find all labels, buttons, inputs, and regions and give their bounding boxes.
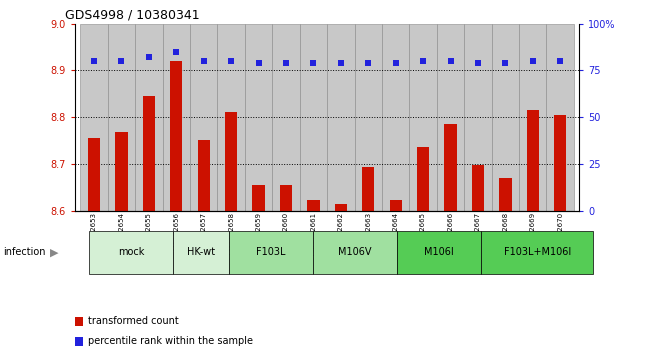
Bar <box>472 165 484 211</box>
Text: M106V: M106V <box>339 247 372 257</box>
Bar <box>272 24 299 211</box>
Point <box>418 58 428 64</box>
Bar <box>546 24 574 211</box>
Bar <box>492 24 519 211</box>
Bar <box>143 96 155 211</box>
Bar <box>307 200 320 211</box>
Point <box>281 60 291 66</box>
Point <box>117 58 127 64</box>
Text: F103L+M106I: F103L+M106I <box>504 247 571 257</box>
Bar <box>464 24 492 211</box>
Bar <box>197 139 210 211</box>
Text: HK-wt: HK-wt <box>187 247 215 257</box>
Text: mock: mock <box>118 247 144 257</box>
Bar <box>409 24 437 211</box>
Point <box>445 58 456 64</box>
Point <box>89 58 99 64</box>
Bar <box>217 24 245 211</box>
Point <box>363 60 374 66</box>
Point <box>253 60 264 66</box>
Bar <box>280 185 292 211</box>
Bar <box>170 61 182 211</box>
Bar <box>335 204 347 211</box>
Bar <box>245 24 272 211</box>
Point <box>473 60 483 66</box>
Point <box>527 58 538 64</box>
Text: F103L: F103L <box>256 247 286 257</box>
Text: GDS4998 / 10380341: GDS4998 / 10380341 <box>65 8 199 21</box>
Point <box>391 60 401 66</box>
Text: M106I: M106I <box>424 247 454 257</box>
Bar <box>389 200 402 211</box>
Bar <box>88 138 100 211</box>
Bar <box>554 115 566 211</box>
Bar <box>519 24 546 211</box>
Bar <box>115 132 128 211</box>
Bar <box>527 110 539 211</box>
Bar <box>445 124 457 211</box>
Bar <box>108 24 135 211</box>
Bar <box>437 24 464 211</box>
Bar <box>253 185 265 211</box>
Bar <box>135 24 163 211</box>
Point <box>199 58 209 64</box>
Bar <box>327 24 355 211</box>
Point <box>144 54 154 60</box>
Point <box>308 60 318 66</box>
Bar <box>499 178 512 211</box>
Bar <box>190 24 217 211</box>
Bar <box>299 24 327 211</box>
Text: percentile rank within the sample: percentile rank within the sample <box>88 336 253 346</box>
Bar <box>225 113 238 211</box>
Bar <box>355 24 382 211</box>
Bar <box>80 24 108 211</box>
Text: ▶: ▶ <box>50 247 59 257</box>
Point <box>336 60 346 66</box>
Bar <box>163 24 190 211</box>
Point <box>226 58 236 64</box>
Text: infection: infection <box>3 247 46 257</box>
Point <box>555 58 566 64</box>
Bar <box>417 147 429 211</box>
Point <box>500 60 510 66</box>
Bar <box>362 167 374 211</box>
Text: transformed count: transformed count <box>88 316 178 326</box>
Bar <box>382 24 409 211</box>
Point <box>171 49 182 54</box>
